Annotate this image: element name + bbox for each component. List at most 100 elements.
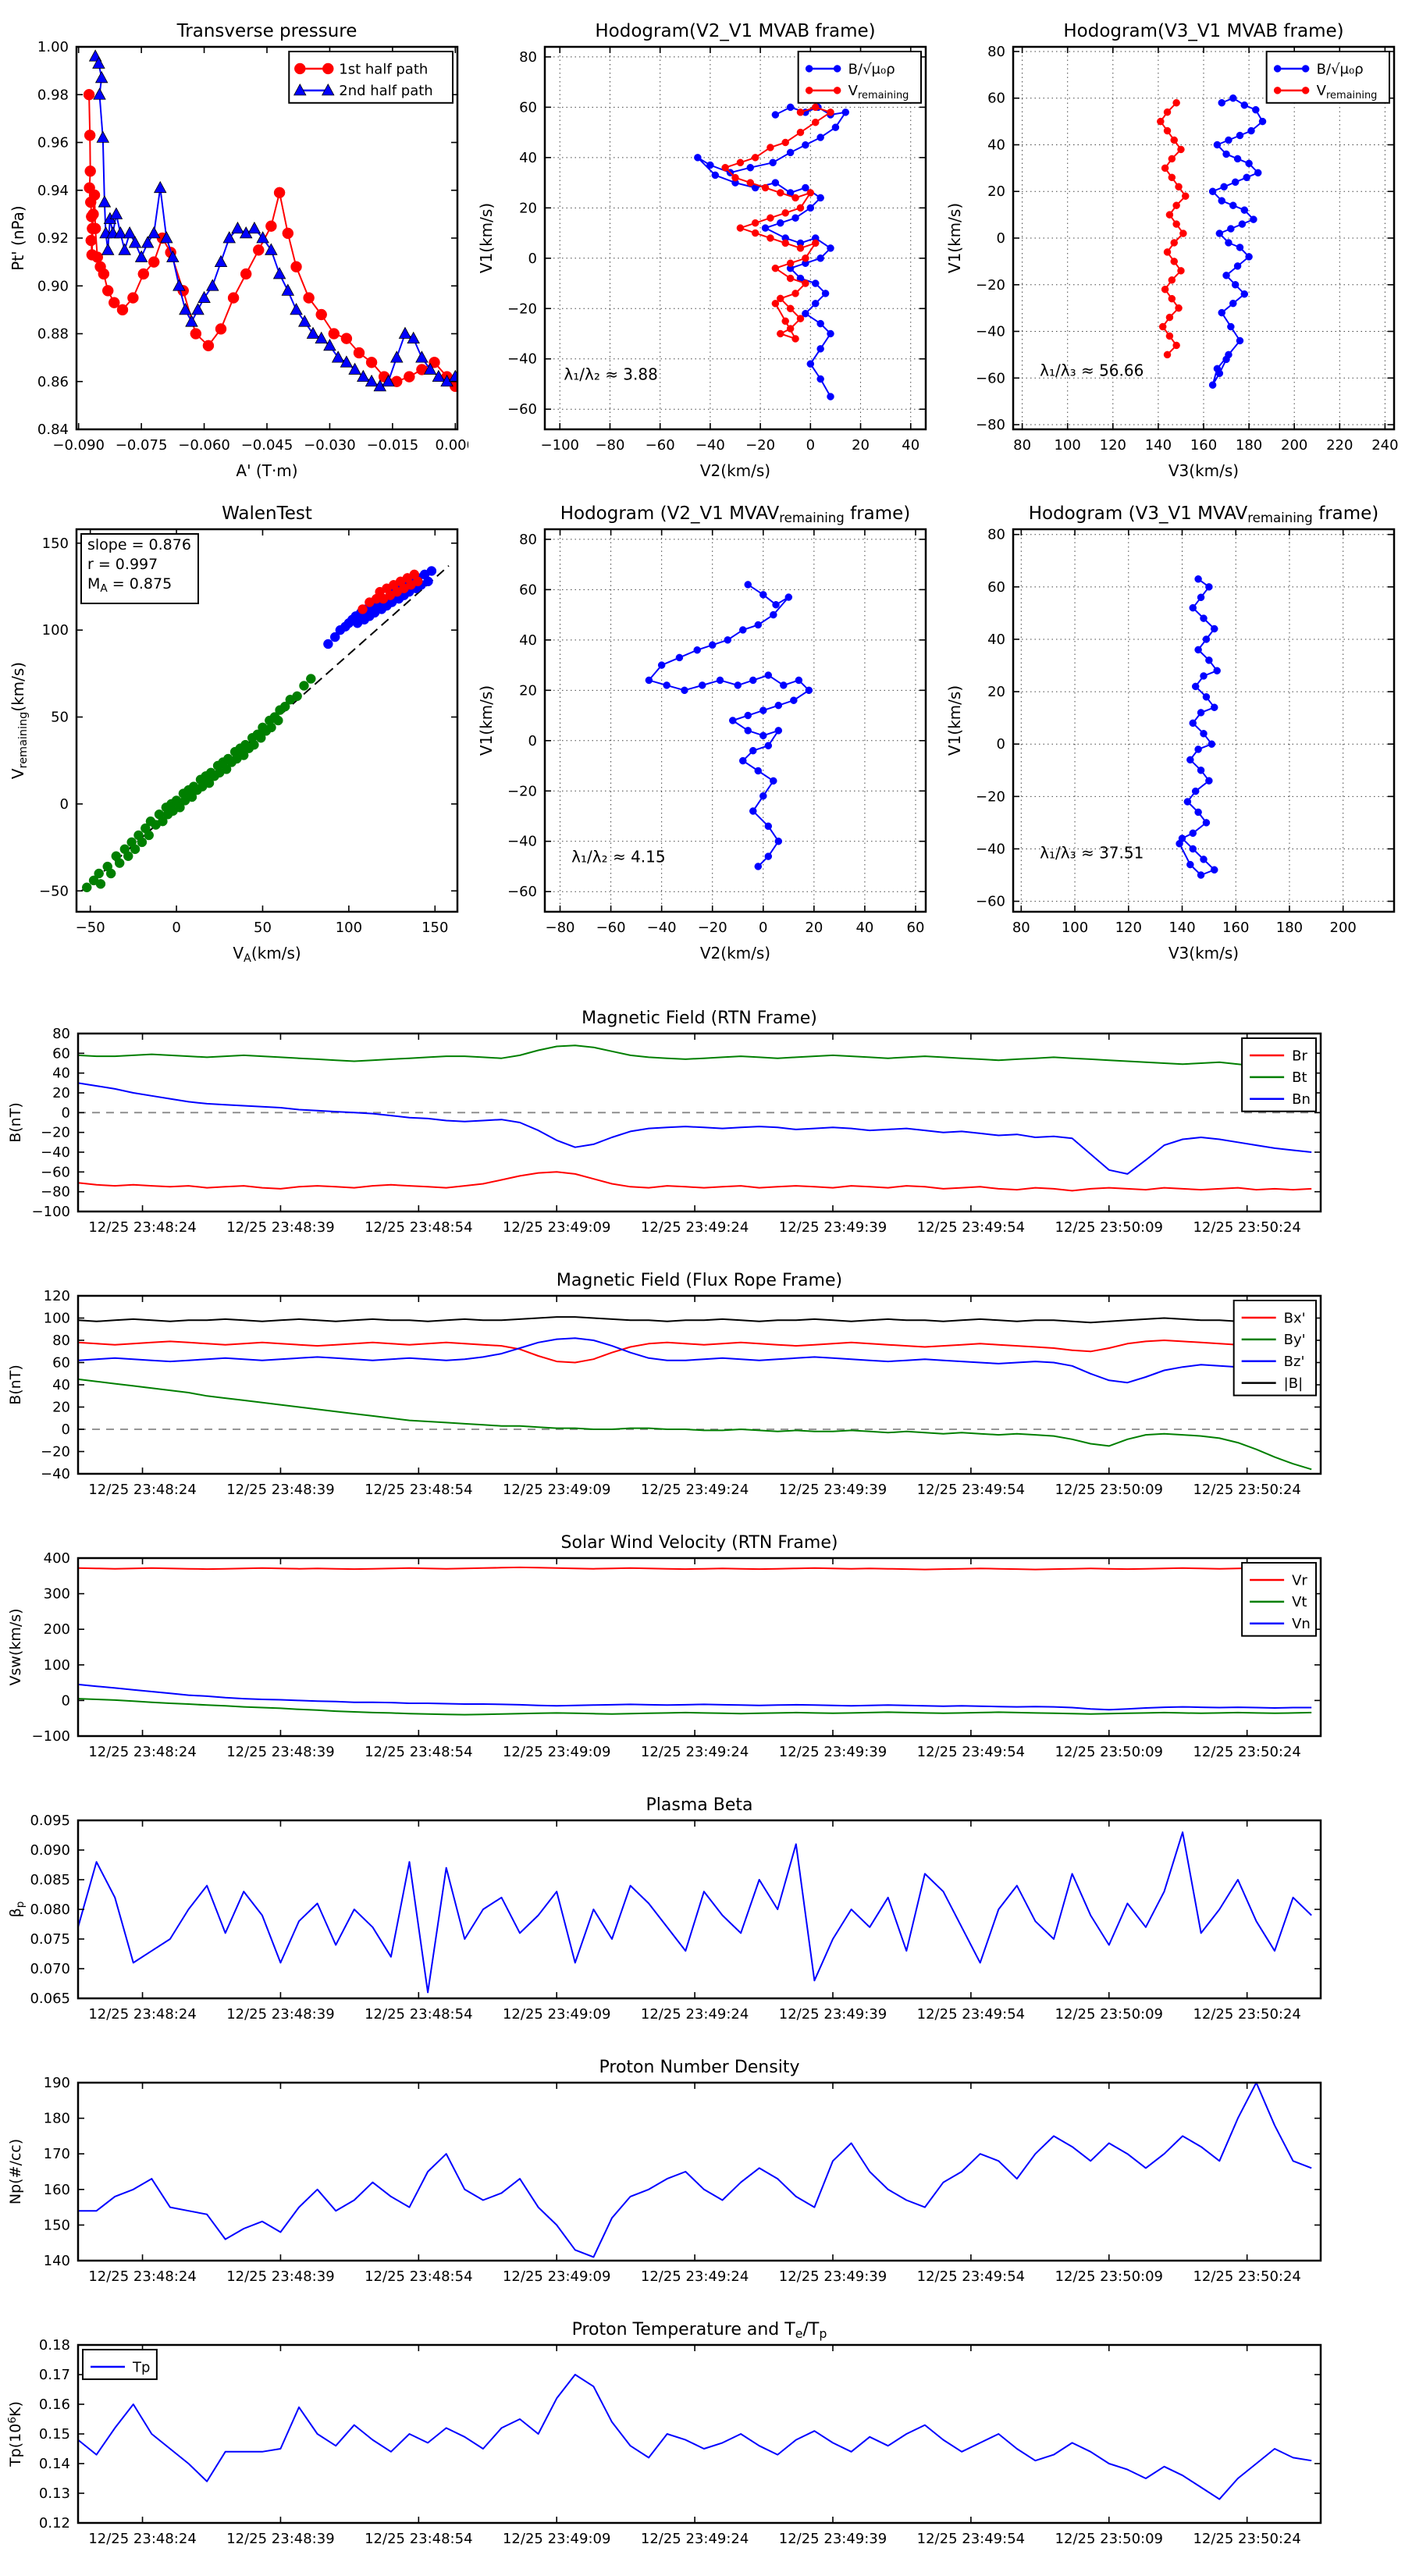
panel-title: WalenTest <box>222 503 312 524</box>
x-tick-label: 12/25 23:49:09 <box>503 1219 610 1236</box>
b-rtn-plot: 12/25 23:48:24 12/25 23:48:39 12/25 23:48:… <box>7 1009 1322 1236</box>
series-line <box>78 1378 1312 1471</box>
y-tick-label: −20 <box>507 301 537 317</box>
triangle-marker <box>389 350 404 363</box>
y-tick-label: −80 <box>41 1184 70 1201</box>
triangle-marker <box>96 130 110 143</box>
dot-marker <box>1175 304 1183 312</box>
dot-marker <box>365 357 378 368</box>
panel-title: Solar Wind Velocity (RTN Frame) <box>561 1533 838 1553</box>
x-tick-label: 20 <box>852 437 870 454</box>
dot-marker <box>303 292 315 304</box>
dot-marker <box>816 345 824 353</box>
dot-marker <box>816 319 824 328</box>
hodogram-v2v1-mvav-plot: −80 −60 −40 −20 0 20 40 60 −60 −40 −20 0 20 40 60 80 Hod… <box>477 503 927 962</box>
x-tick-label: 12/25 23:50:24 <box>1193 2006 1300 2023</box>
y-tick-label: 0 <box>60 796 69 813</box>
y-tick-labels: 0.12 0.13 0.14 0.15 0.16 0.17 0.18 <box>39 2337 1321 2532</box>
axes-spines <box>543 528 927 913</box>
dot-marker <box>749 676 757 685</box>
legend-label: |B| <box>1284 1375 1303 1392</box>
x-tick-label: 12/25 23:49:24 <box>641 2268 749 2285</box>
x-tick-label: 12/25 23:50:09 <box>1055 2531 1163 2547</box>
y-tick-label: 0.065 <box>30 1991 70 2007</box>
y-axis-label: B(nT) <box>7 1364 24 1405</box>
panel-title: Hodogram (V3_V1 MVAVremaining frame) <box>1029 503 1379 525</box>
series-line <box>78 1831 1312 1994</box>
y-tick-label: 0 <box>62 1421 70 1438</box>
timeseries-stack: 12/25 23:48:24 12/25 23:48:39 12/25 23:48:… <box>0 976 1405 2570</box>
x-tick-labels: −80 −60 −40 −20 0 20 40 60 <box>546 529 924 936</box>
dot-marker <box>1202 635 1211 643</box>
dot-marker <box>744 711 752 720</box>
legend-label: Bt <box>1292 1069 1307 1086</box>
dot-marker <box>1197 767 1205 774</box>
series-line <box>1211 97 1264 386</box>
y-tick-label: 120 <box>44 1288 70 1304</box>
dot-marker <box>1215 229 1224 237</box>
x-tick-label: 12/25 23:49:39 <box>779 1744 887 1760</box>
dot-marker <box>323 639 333 649</box>
panel-hodogram-v3v1-mvav: 80 100 120 140 160 180 200 −60 −40 −20 0 20 40 60 80 Ho… <box>937 493 1405 976</box>
legend-label: Bx' <box>1284 1310 1306 1326</box>
x-tick-label: 160 <box>1222 920 1249 936</box>
dot-marker <box>137 837 148 848</box>
dot-marker <box>1210 703 1218 711</box>
x-tick-label: 240 <box>1371 437 1398 454</box>
hodogram-v3v1-mvav-plot: 80 100 120 140 160 180 200 −60 −40 −20 0 20 40 60 80 Ho… <box>945 503 1396 962</box>
legend-label: Br <box>1292 1048 1307 1064</box>
dot-marker <box>781 209 789 217</box>
triangle-marker <box>147 226 161 239</box>
dot-marker <box>746 179 755 187</box>
dot-marker <box>84 130 96 141</box>
series-line <box>78 1698 1312 1716</box>
dot-marker <box>1172 201 1180 209</box>
y-tick-label: 0 <box>997 230 1005 247</box>
dot-marker <box>1245 253 1253 261</box>
dot-marker <box>1218 308 1225 317</box>
x-tick-label: 12/25 23:50:24 <box>1193 1482 1300 1498</box>
y-tick-label: 20 <box>519 200 537 216</box>
y-tick-label: 0.18 <box>39 2337 70 2354</box>
dot-marker <box>681 686 688 695</box>
series-line <box>78 1340 1312 1364</box>
triangle-marker <box>290 303 303 315</box>
dot-marker <box>1177 145 1185 154</box>
dot-marker <box>1301 87 1310 94</box>
dot-marker <box>796 204 805 212</box>
dot-marker <box>770 610 777 619</box>
dot-marker <box>1227 225 1235 233</box>
y-tick-label: 80 <box>519 532 537 548</box>
y-tick-label: −20 <box>507 783 537 799</box>
y-tick-label: 100 <box>44 1657 70 1674</box>
dot-marker <box>328 328 340 340</box>
x-tick-label: 40 <box>902 437 919 454</box>
dot-marker <box>764 742 773 749</box>
series-line <box>724 106 831 340</box>
y-tick-label: 0 <box>528 733 537 749</box>
dot-marker <box>827 109 834 116</box>
panel-title: Hodogram(V2_V1 MVAB frame) <box>595 21 875 41</box>
dot-marker <box>1231 281 1240 289</box>
y-tick-label: 0.075 <box>30 1931 70 1948</box>
series-line <box>648 584 810 867</box>
x-tick-label: 12/25 23:49:24 <box>641 1744 749 1760</box>
dot-marker <box>1197 593 1205 602</box>
y-tick-label: 20 <box>987 183 1005 200</box>
x-tick-label: 12/25 23:48:24 <box>88 2006 196 2023</box>
legend-label: Bz' <box>1284 1354 1305 1370</box>
y-tick-label: 60 <box>987 579 1005 596</box>
dot-marker <box>1240 206 1249 214</box>
dot-marker <box>1245 159 1253 168</box>
triangle-marker <box>365 374 379 387</box>
dot-marker <box>827 244 834 252</box>
dot-marker <box>811 118 820 126</box>
dot-marker <box>833 87 841 94</box>
x-tick-label: 12/25 23:49:09 <box>503 1744 610 1760</box>
x-axis-label: VA(km/s) <box>233 944 301 965</box>
dot-marker <box>426 566 437 576</box>
y-tick-label: 100 <box>44 1311 70 1327</box>
dot-marker <box>306 674 316 684</box>
dot-marker <box>1189 719 1197 728</box>
triangle-marker <box>173 279 186 291</box>
